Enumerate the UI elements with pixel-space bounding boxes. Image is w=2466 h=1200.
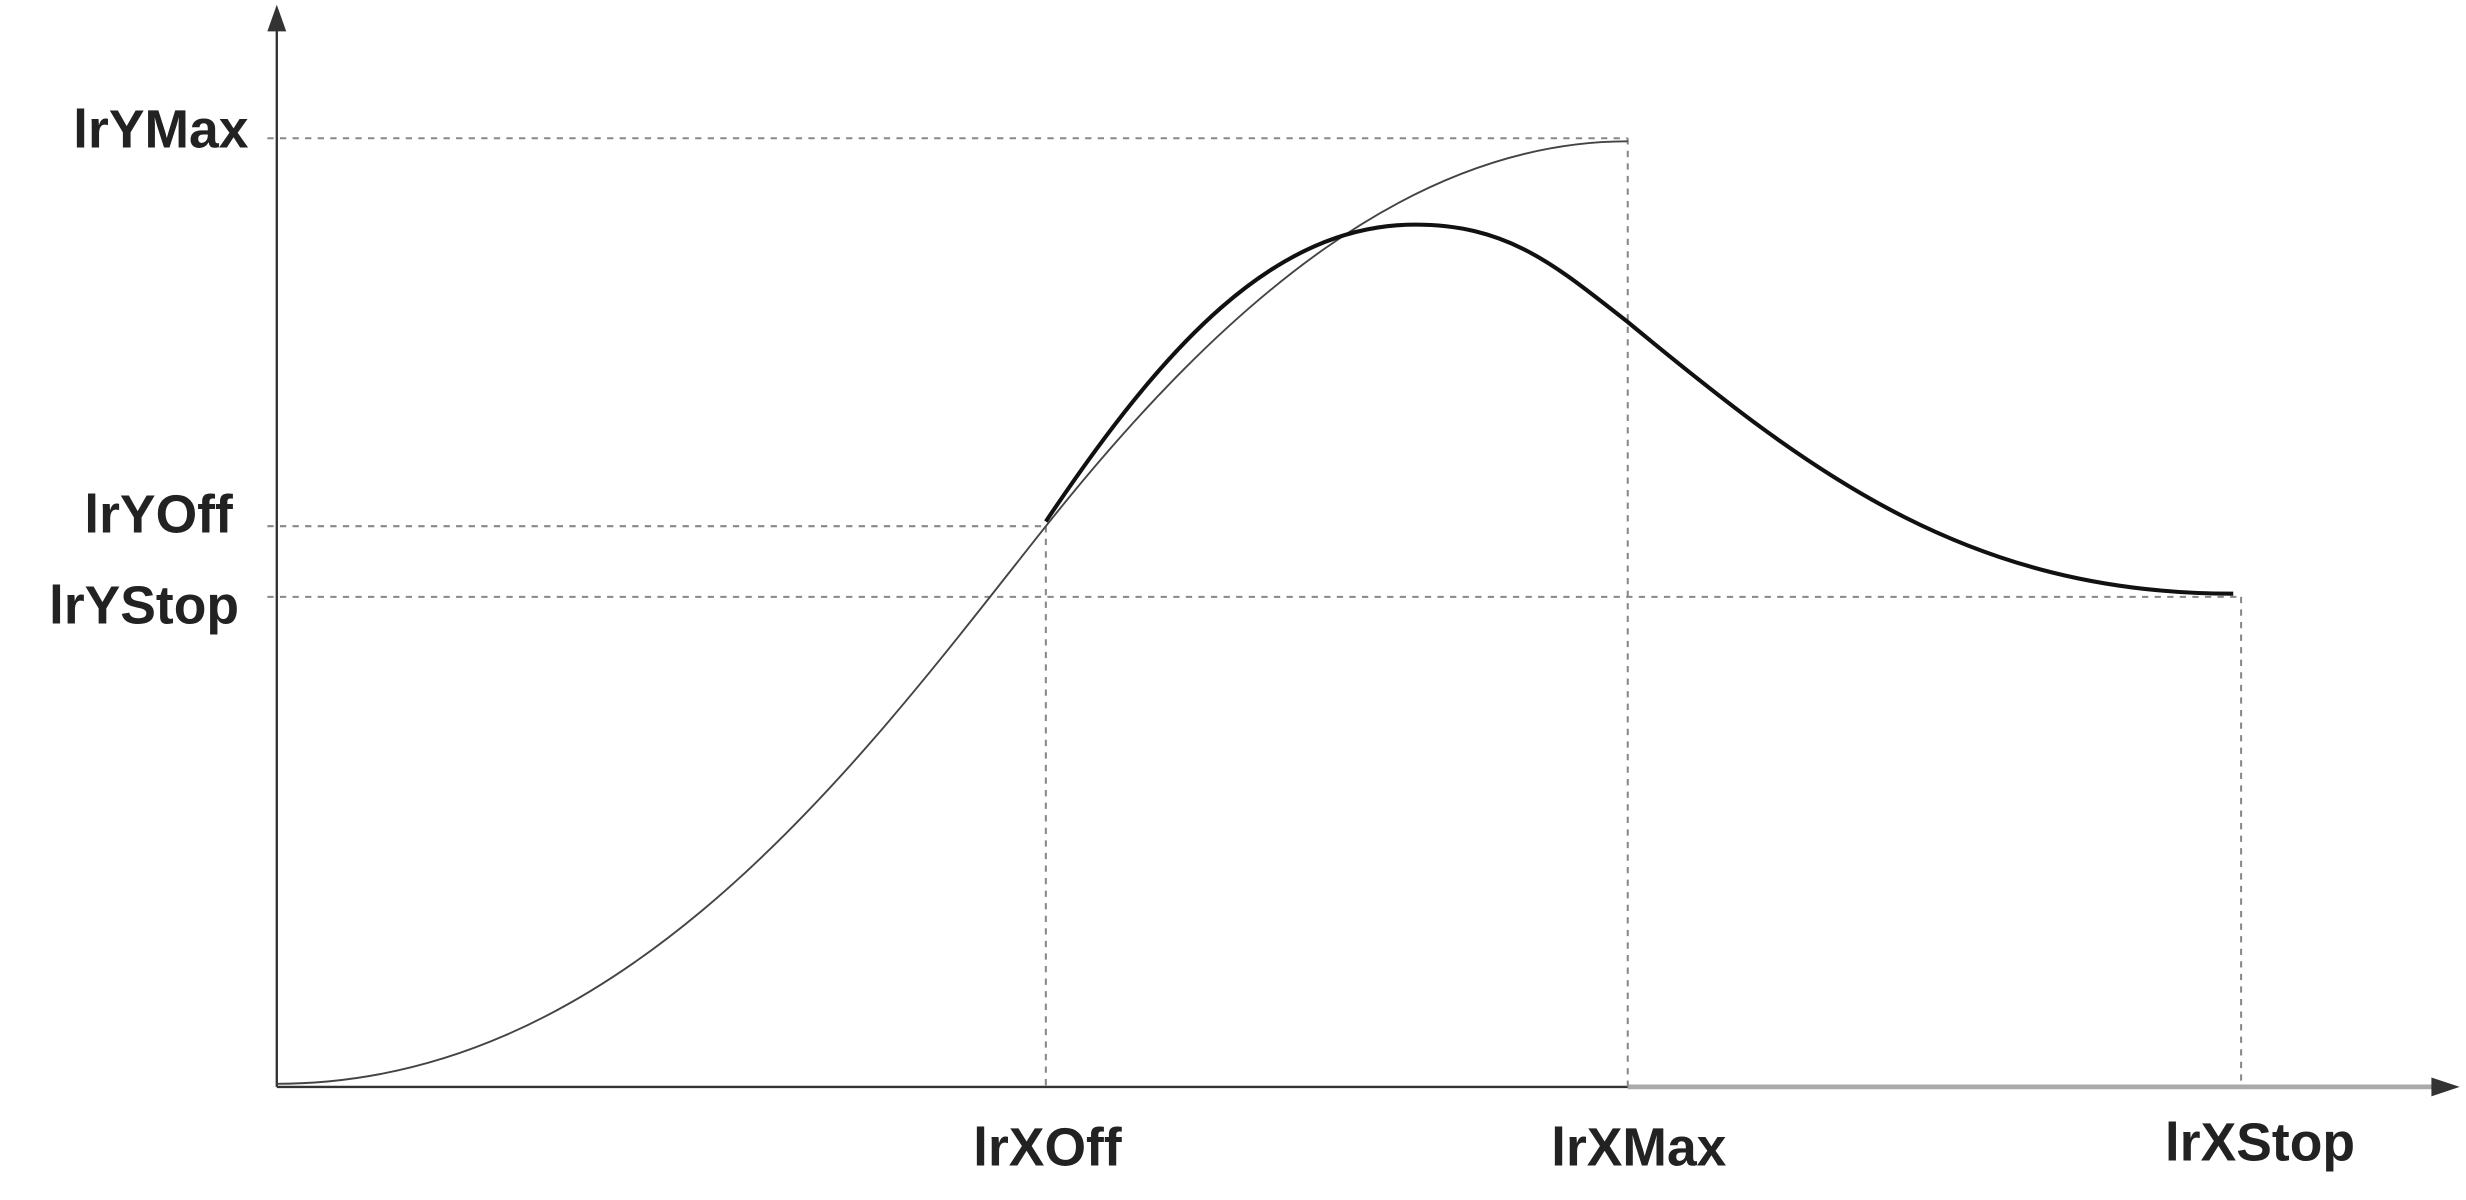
x-label: lrXOff (973, 1118, 1122, 1177)
x-axis-arrow (2431, 1077, 2460, 1097)
profile-curve (1044, 222, 2234, 596)
y-label: lrYOff (84, 485, 233, 544)
y-label: lrYMax (73, 101, 249, 160)
y-label: lrYStop (49, 577, 239, 636)
x-label: lrXStop (2165, 1114, 2355, 1173)
y-axis-arrow (267, 4, 287, 32)
reference-curve (276, 140, 1628, 1085)
x-label: lrXMax (1551, 1118, 1727, 1177)
